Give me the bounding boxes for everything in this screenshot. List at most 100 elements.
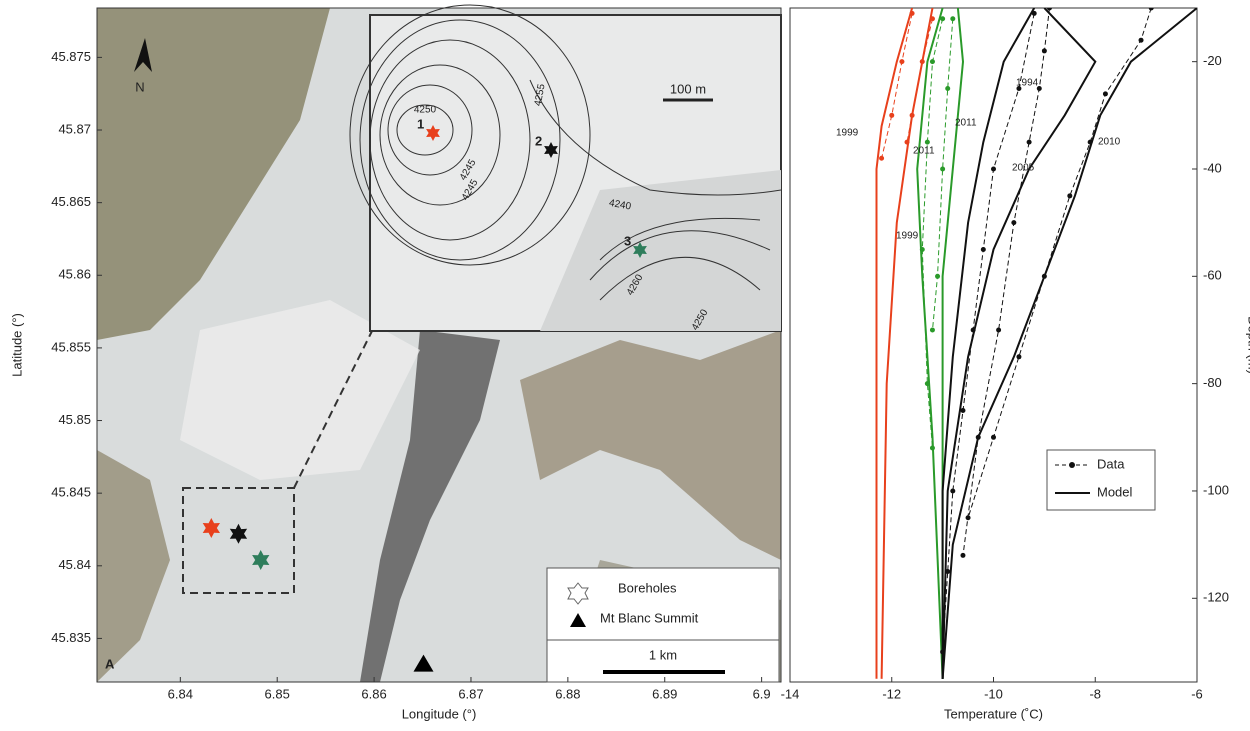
data-point: [919, 59, 925, 65]
data-point: [929, 445, 935, 451]
x-tick-label: 6.84: [168, 686, 193, 701]
x-tick-label: -8: [1089, 686, 1101, 701]
x-tick-label: 6.9: [753, 686, 771, 701]
x-axis-label: Temperature (˚C): [944, 706, 1043, 721]
data-point: [960, 407, 966, 413]
y-axis-label: Depth (m): [1246, 316, 1250, 374]
y-tick-label: 45.875: [51, 49, 91, 64]
data-line: [906, 18, 933, 143]
data-point: [919, 246, 925, 252]
y-tick-label: -120: [1203, 590, 1229, 605]
data-line: [932, 18, 954, 331]
data-point: [929, 16, 935, 22]
north-arrow: [134, 38, 152, 72]
inset-scale-label: 100 m: [670, 81, 706, 96]
y-tick-label: -60: [1203, 268, 1222, 283]
y-tick-label: -100: [1203, 482, 1229, 497]
legend-label: Mt Blanc Summit: [600, 610, 699, 625]
legend-a: [546, 567, 780, 683]
borehole-label: 1: [417, 116, 424, 131]
data-point: [945, 85, 951, 91]
contour-label: 4255: [533, 83, 548, 107]
x-tick-label: -10: [984, 686, 1003, 701]
data-point: [950, 488, 956, 494]
data-point: [929, 327, 935, 333]
data-point: [1016, 85, 1022, 91]
data-point: [940, 166, 946, 172]
map-frame: [96, 7, 782, 683]
data-point: [1026, 139, 1032, 145]
contour-label: 4250: [414, 105, 437, 116]
y-tick-label: 45.865: [51, 194, 91, 209]
plot-frame-b: [789, 7, 1198, 683]
borehole-label: 3: [624, 233, 631, 248]
data-point: [1036, 85, 1042, 91]
x-tick-label: 6.86: [361, 686, 386, 701]
model-line: [916, 8, 944, 679]
profiles: [875, 8, 1197, 679]
data-line: [962, 8, 1050, 556]
data-point: [899, 59, 905, 65]
y-tick-label: 45.845: [51, 485, 91, 500]
x-tick-label: 6.85: [265, 686, 290, 701]
data-line: [921, 18, 944, 449]
inset-connector: [293, 330, 373, 489]
x-tick-label: 6.87: [458, 686, 483, 701]
data-point: [991, 434, 996, 440]
data-point: [929, 59, 935, 65]
data-point: [945, 568, 951, 574]
panel-label: A: [105, 656, 115, 671]
y-tick-label: 45.855: [51, 339, 91, 354]
data-point: [970, 327, 976, 333]
data-point: [1041, 273, 1047, 279]
inset-borehole: [426, 125, 440, 141]
legend-label: Data: [1097, 456, 1125, 471]
series-label: 1994: [1016, 78, 1039, 89]
data-point: [960, 552, 966, 558]
data-point: [904, 139, 910, 145]
model-line: [941, 8, 1097, 679]
model-line: [875, 8, 914, 679]
borehole: [229, 523, 248, 544]
x-tick-label: -12: [882, 686, 901, 701]
x-tick-label: 6.89: [652, 686, 677, 701]
y-tick-label: 45.835: [51, 630, 91, 645]
model-line: [941, 8, 965, 679]
y-tick-label: -80: [1203, 375, 1222, 390]
x-tick-label: 6.88: [555, 686, 580, 701]
data-line: [881, 13, 913, 159]
data-point: [1148, 8, 1154, 11]
x-tick-label: -6: [1191, 686, 1203, 701]
series-label: 1999: [896, 231, 919, 242]
inset: [349, 4, 782, 332]
data-point: [1138, 37, 1144, 43]
y-tick-label: -40: [1203, 160, 1222, 175]
data-point: [1031, 10, 1037, 16]
data-point: [1087, 139, 1093, 145]
data-point: [1102, 91, 1108, 97]
data-point: [950, 16, 956, 22]
data-point: [1046, 8, 1052, 11]
data-point: [1011, 220, 1017, 226]
series-label: 2010: [1098, 137, 1121, 148]
data-point: [909, 10, 915, 16]
data-point: [980, 246, 986, 252]
data-point: [965, 515, 971, 521]
contour-label: 4240: [608, 198, 632, 213]
data-point: [1067, 193, 1073, 199]
legend-b: [1046, 449, 1156, 511]
y-tick-label: 45.87: [58, 121, 91, 136]
data-point: [996, 327, 1002, 333]
borehole: [252, 550, 270, 570]
data-point: [1016, 354, 1022, 360]
inset-borehole: [633, 242, 647, 258]
data-point: [1041, 48, 1047, 54]
summit: [413, 654, 434, 672]
data-point: [991, 166, 996, 172]
model-line: [941, 8, 1036, 679]
y-tick-label: -20: [1203, 53, 1222, 68]
north-label: N: [135, 79, 144, 94]
inset-borehole: [544, 142, 558, 158]
data-point: [879, 155, 885, 161]
